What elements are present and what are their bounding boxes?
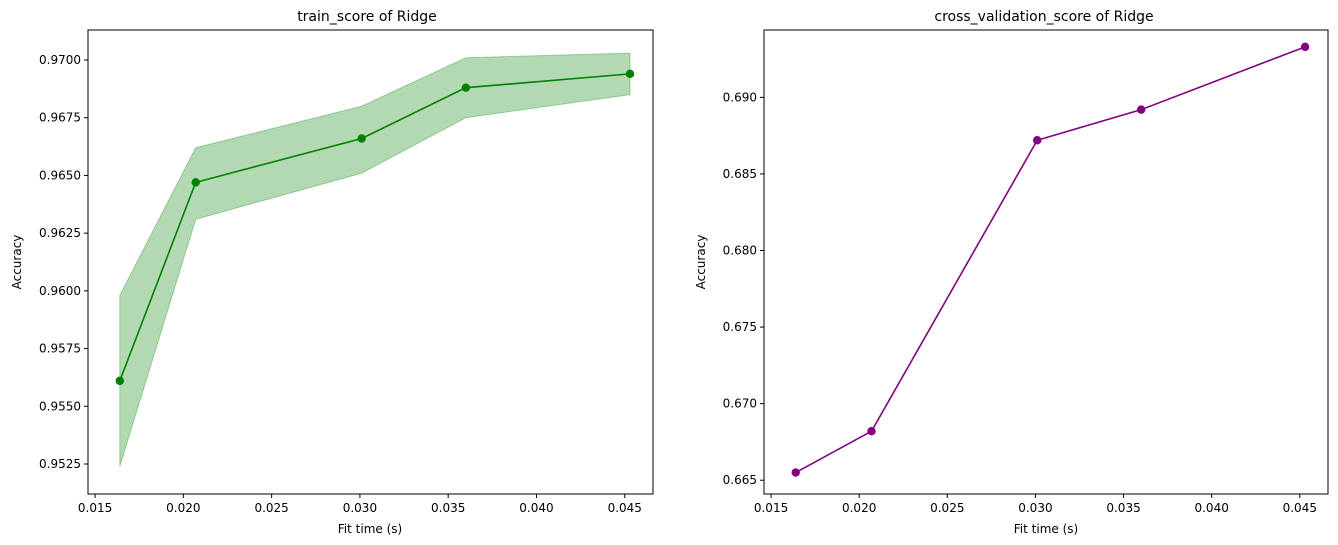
- train-y-tick-label: 0.9700: [39, 53, 81, 67]
- cv-x-tick-label: 0.015: [754, 501, 788, 515]
- train-std-band: [119, 52, 631, 467]
- cv-series-line-layer: [795, 46, 1306, 474]
- cv-x-tick-label: 0.020: [842, 501, 876, 515]
- cv-data-point: [1136, 105, 1146, 114]
- train-points-layer: [115, 69, 635, 386]
- cv-score-panel: cross_validation_score of Ridge Fit time…: [694, 9, 1329, 536]
- train-chart-title: train_score of Ridge: [297, 9, 437, 25]
- cv-y-tick-label: 0.690: [723, 90, 757, 104]
- cv-plot-frame: [763, 29, 1329, 495]
- train-y-tick-label: 0.9625: [39, 226, 81, 240]
- train-x-tick-label: 0.045: [608, 501, 642, 515]
- cv-y-tick-label: 0.670: [723, 397, 757, 411]
- train-data-point: [357, 134, 366, 143]
- train-y-tick-label: 0.9525: [39, 457, 81, 471]
- cv-data-point: [791, 468, 800, 477]
- train-y-tick-label: 0.9575: [39, 342, 81, 356]
- train-x-tick-label: 0.040: [519, 501, 553, 515]
- cv-x-tick-label: 0.045: [1283, 501, 1317, 515]
- cv-x-tick-label: 0.025: [930, 501, 964, 515]
- train-plot-frame: [87, 29, 654, 495]
- cv-y-ticks: 0.665 0.670 0.675 0.680 0.685 0.690: [723, 90, 764, 487]
- cv-y-tick-label: 0.665: [723, 473, 757, 487]
- cv-x-tick-label: 0.040: [1194, 501, 1228, 515]
- cv-y-tick-label: 0.680: [723, 244, 757, 258]
- cv-x-axis-label: Fit time (s): [1014, 522, 1078, 536]
- train-x-tick-label: 0.015: [78, 501, 112, 515]
- cv-x-tick-label: 0.035: [1106, 501, 1140, 515]
- train-data-point: [115, 376, 124, 386]
- train-x-tick-label: 0.025: [254, 501, 288, 515]
- train-y-ticks: 0.9525 0.9550 0.9575 0.9600 0.9625 0.9650 0.96…: [39, 53, 88, 471]
- train-data-point: [191, 178, 200, 187]
- train-y-axis-label: Accuracy: [10, 235, 24, 290]
- cv-x-tick-label: 0.030: [1018, 501, 1052, 515]
- train-score-panel: train_score of Ridge Fit time (s) Accura…: [10, 9, 654, 536]
- train-y-tick-label: 0.9550: [39, 399, 81, 413]
- train-x-ticks: 0.015 0.020 0.025 0.030 0.035 0.040 0.045: [78, 494, 642, 515]
- cv-data-point: [1300, 42, 1310, 52]
- cv-series-line: [795, 46, 1306, 474]
- cv-data-point: [867, 427, 876, 436]
- train-x-tick-label: 0.020: [166, 501, 200, 515]
- cv-points-layer: [791, 42, 1310, 477]
- train-x-axis-label: Fit time (s): [338, 522, 402, 536]
- train-x-tick-label: 0.030: [343, 501, 377, 515]
- cv-x-ticks: 0.015 0.020 0.025 0.030 0.035 0.040 0.045: [754, 494, 1317, 515]
- train-y-tick-label: 0.9675: [39, 111, 81, 125]
- train-std-band-layer: [119, 52, 631, 467]
- train-x-tick-label: 0.035: [431, 501, 465, 515]
- cv-y-tick-label: 0.685: [723, 167, 757, 181]
- train-y-tick-label: 0.9650: [39, 168, 81, 182]
- train-data-point: [625, 69, 635, 79]
- train-data-point: [461, 83, 471, 92]
- cv-y-tick-label: 0.675: [723, 320, 757, 334]
- train-y-tick-label: 0.9600: [39, 284, 81, 298]
- cv-data-point: [1032, 136, 1042, 145]
- cv-y-axis-label: Accuracy: [694, 235, 708, 290]
- cv-chart-title: cross_validation_score of Ridge: [934, 9, 1153, 25]
